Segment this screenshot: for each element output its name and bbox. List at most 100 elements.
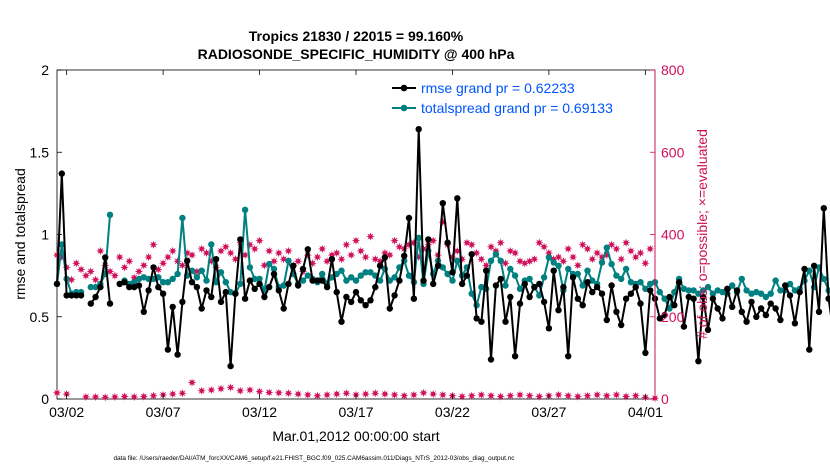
rmse-point bbox=[179, 298, 186, 306]
obs-evaluated-marker bbox=[72, 259, 81, 268]
rmse-point bbox=[584, 279, 591, 286]
rmse-point bbox=[569, 274, 577, 281]
obs-possible-marker bbox=[390, 390, 399, 400]
totalspread-point bbox=[217, 269, 225, 276]
rmse-point bbox=[372, 283, 379, 291]
obs-evaluated-marker bbox=[115, 252, 124, 262]
obs-evaluated-marker bbox=[612, 244, 621, 254]
obs-possible-marker bbox=[506, 391, 515, 400]
rmse-point bbox=[796, 288, 803, 296]
rmse-point bbox=[275, 287, 282, 294]
x-tick-label: 03/27 bbox=[531, 404, 566, 420]
rmse-point bbox=[589, 288, 596, 296]
rmse-point bbox=[565, 353, 572, 360]
totalspread-point bbox=[511, 272, 519, 279]
rmse-point bbox=[767, 300, 774, 307]
rmse-point bbox=[97, 283, 104, 291]
obs-possible-marker bbox=[496, 392, 505, 401]
obs-evaluated-marker bbox=[554, 252, 563, 262]
obs-possible-marker bbox=[332, 389, 341, 399]
totalspread-point bbox=[497, 257, 504, 264]
totalspread-point bbox=[772, 277, 779, 284]
totalspread-point bbox=[767, 290, 774, 297]
totalspread-point bbox=[285, 257, 292, 264]
obs-evaluated-marker bbox=[168, 246, 177, 256]
obs-evaluated-marker bbox=[226, 248, 235, 258]
obs-evaluated-marker bbox=[568, 252, 578, 262]
chart-title-line1: Tropics 21830 / 22015 = 99.160% bbox=[249, 28, 464, 44]
rmse-point bbox=[815, 308, 823, 315]
rmse-point bbox=[106, 300, 114, 307]
totalspread-point bbox=[786, 280, 794, 288]
rmse-point bbox=[198, 305, 205, 312]
x-tick-label: 03/22 bbox=[435, 404, 470, 420]
rmse-point bbox=[555, 307, 562, 314]
rmse-point bbox=[704, 326, 712, 334]
obs-evaluated-marker bbox=[588, 255, 597, 264]
rmse-point bbox=[724, 285, 731, 292]
totalspread-point bbox=[656, 288, 663, 296]
y-tick-label-left: 0 bbox=[41, 391, 49, 407]
obs-possible-marker bbox=[293, 389, 303, 399]
obs-evaluated-marker bbox=[342, 240, 351, 249]
y-tick-label-left: 1 bbox=[41, 227, 49, 243]
obs-evaluated-marker bbox=[496, 238, 505, 247]
legend-spread-marker bbox=[400, 104, 408, 112]
obs-possible-marker bbox=[400, 391, 409, 400]
rmse-point bbox=[483, 267, 490, 274]
obs-evaluated-marker bbox=[390, 236, 399, 245]
obs-possible-marker bbox=[168, 389, 177, 399]
totalspread-point bbox=[637, 279, 644, 286]
plot-area bbox=[56, 69, 656, 400]
rmse-point bbox=[550, 267, 557, 274]
y-tick-label-left: 2 bbox=[41, 62, 49, 78]
obs-evaluated-marker bbox=[617, 255, 626, 264]
obs-evaluated-marker bbox=[646, 244, 655, 254]
obs-possible-marker bbox=[207, 385, 216, 395]
rmse-point bbox=[212, 256, 220, 263]
totalspread-point bbox=[449, 277, 456, 284]
totalspread-point bbox=[516, 285, 524, 292]
rmse-point bbox=[299, 265, 307, 273]
totalspread-point bbox=[237, 280, 244, 288]
totalspread-point bbox=[622, 265, 630, 273]
rmse-point bbox=[502, 318, 509, 325]
rmse-point bbox=[266, 283, 273, 291]
rmse-point bbox=[478, 318, 485, 325]
rmse-point bbox=[391, 292, 398, 299]
rmse-point bbox=[68, 292, 75, 299]
rmse-point bbox=[593, 283, 601, 291]
rmse-point bbox=[801, 265, 808, 273]
rmse-point bbox=[782, 282, 789, 289]
rmse-point bbox=[757, 305, 765, 312]
obs-possible-marker bbox=[612, 390, 621, 400]
y-axis-label-left: rmse and totalspread bbox=[12, 168, 28, 300]
y-tick-label-right: 800 bbox=[661, 62, 685, 78]
totalspread-point bbox=[164, 279, 172, 286]
x-tick-label: 04/01 bbox=[628, 404, 663, 420]
obs-evaluated-marker bbox=[535, 238, 544, 247]
obs-evaluated-marker bbox=[636, 248, 645, 258]
totalspread-point bbox=[222, 279, 229, 286]
totalspread-point bbox=[468, 290, 475, 297]
rmse-point bbox=[574, 295, 581, 302]
rmse-point bbox=[241, 295, 249, 302]
obs-evaluated-marker bbox=[163, 252, 173, 262]
rmse-point bbox=[410, 295, 418, 302]
rmse-point bbox=[434, 262, 442, 269]
obs-possible-marker bbox=[265, 388, 274, 397]
rmse-point bbox=[492, 282, 500, 289]
axes: 03/02 03/07 03/12 03/17 03/22 03/27 04/0100.51… bbox=[30, 62, 685, 420]
totalspread-point bbox=[704, 283, 712, 291]
rmse-point bbox=[762, 311, 770, 319]
obs-evaluated-marker bbox=[347, 250, 356, 260]
y-tick-label-right: 400 bbox=[661, 227, 685, 243]
totalspread-point bbox=[555, 262, 562, 269]
obs-possible-marker bbox=[284, 389, 293, 398]
totalspread-point bbox=[762, 293, 770, 301]
rmse-point bbox=[810, 262, 818, 269]
totalspread-point bbox=[545, 254, 553, 261]
totalspread-point bbox=[343, 277, 350, 284]
obs-evaluated-marker bbox=[351, 236, 361, 245]
obs-possible-marker bbox=[120, 392, 129, 401]
